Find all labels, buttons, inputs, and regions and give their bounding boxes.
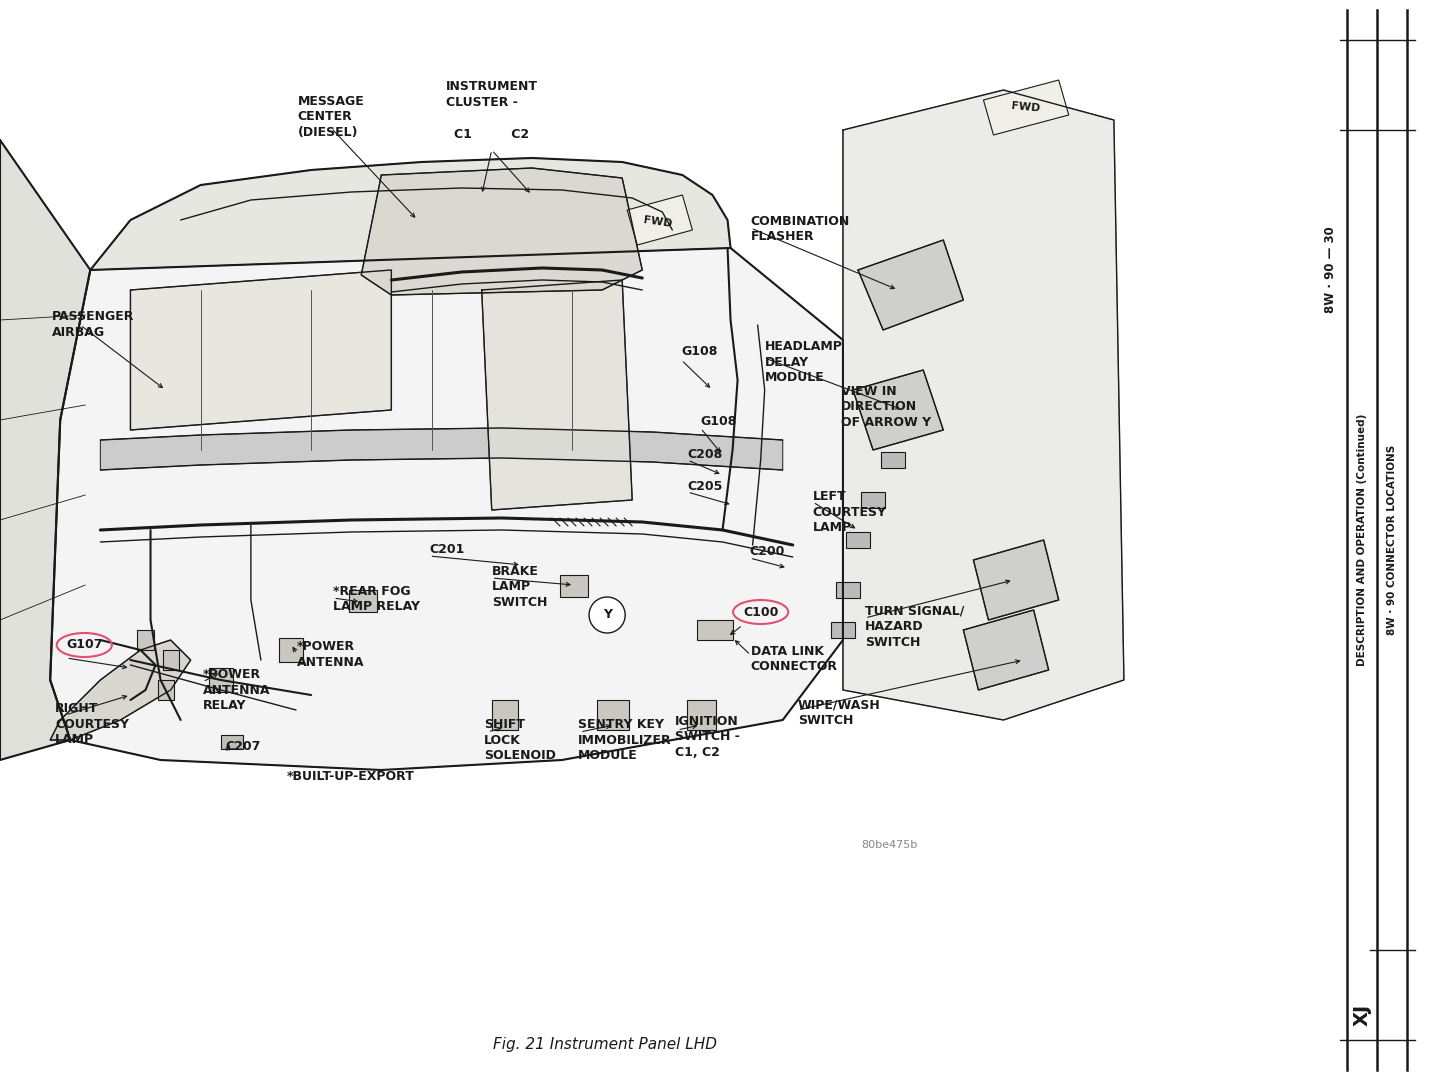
- Bar: [882, 453, 905, 468]
- Polygon shape: [362, 168, 642, 295]
- Text: BRAKE
LAMP
SWITCH: BRAKE LAMP SWITCH: [492, 565, 547, 609]
- Text: LEFT
COURTESY
LAMP: LEFT COURTESY LAMP: [813, 490, 887, 534]
- Bar: [830, 622, 855, 638]
- Text: FWD: FWD: [1010, 100, 1040, 113]
- Bar: [687, 700, 716, 730]
- Bar: [157, 680, 173, 700]
- Polygon shape: [963, 610, 1049, 690]
- Text: HEADLAMP
DELAY
MODULE: HEADLAMP DELAY MODULE: [765, 340, 843, 384]
- Text: PASSENGER
AIRBAG: PASSENGER AIRBAG: [53, 310, 134, 338]
- Bar: [560, 575, 589, 597]
- Bar: [697, 620, 733, 640]
- Bar: [279, 638, 303, 662]
- Polygon shape: [0, 140, 90, 760]
- Bar: [137, 630, 153, 650]
- Polygon shape: [100, 428, 783, 470]
- Text: C201: C201: [430, 543, 464, 556]
- Polygon shape: [857, 240, 963, 330]
- Text: DATA LINK
CONNECTOR: DATA LINK CONNECTOR: [750, 645, 837, 674]
- Polygon shape: [973, 540, 1059, 620]
- Circle shape: [589, 597, 624, 633]
- Bar: [862, 492, 885, 508]
- Text: XJ: XJ: [1352, 1004, 1372, 1026]
- Text: COMBINATION
FLASHER: COMBINATION FLASHER: [750, 215, 850, 243]
- Bar: [163, 650, 179, 670]
- Text: 80be475b: 80be475b: [862, 840, 917, 850]
- Polygon shape: [50, 640, 190, 740]
- Text: FWD: FWD: [642, 215, 673, 229]
- Text: C100: C100: [743, 606, 779, 619]
- Text: G108: G108: [682, 345, 717, 357]
- Polygon shape: [853, 370, 943, 450]
- Text: Y: Y: [603, 608, 612, 621]
- Text: WIPE/WASH
SWITCH: WIPE/WASH SWITCH: [797, 698, 880, 727]
- Text: 8W · 90 — 30: 8W · 90 — 30: [1325, 227, 1338, 313]
- Bar: [846, 532, 870, 548]
- Bar: [349, 590, 377, 612]
- Polygon shape: [627, 195, 693, 245]
- Bar: [836, 582, 860, 598]
- Bar: [220, 735, 243, 750]
- Polygon shape: [130, 270, 392, 430]
- Text: C208: C208: [687, 448, 723, 461]
- Text: *POWER
ANTENNA: *POWER ANTENNA: [297, 640, 364, 669]
- Text: G107: G107: [66, 638, 103, 651]
- Text: INSTRUMENT
CLUSTER -: INSTRUMENT CLUSTER -: [446, 80, 537, 108]
- Bar: [597, 700, 629, 730]
- Text: G108: G108: [700, 415, 737, 428]
- Text: IGNITION
SWITCH -
C1, C2: IGNITION SWITCH - C1, C2: [676, 715, 740, 759]
- Text: TURN SIGNAL/
HAZARD
SWITCH: TURN SIGNAL/ HAZARD SWITCH: [865, 605, 965, 649]
- Text: *POWER
ANTENNA
RELAY: *POWER ANTENNA RELAY: [203, 669, 270, 712]
- Text: C1         C2: C1 C2: [454, 129, 529, 141]
- Text: 8W · 90 CONNECTOR LOCATIONS: 8W · 90 CONNECTOR LOCATIONS: [1388, 445, 1398, 635]
- Text: SENTRY KEY
IMMOBILIZER
MODULE: SENTRY KEY IMMOBILIZER MODULE: [577, 718, 672, 762]
- Text: *BUILT-UP-EXPORT: *BUILT-UP-EXPORT: [287, 770, 414, 783]
- Text: DESCRIPTION AND OPERATION (Continued): DESCRIPTION AND OPERATION (Continued): [1356, 414, 1366, 666]
- Text: C207: C207: [226, 740, 262, 753]
- Polygon shape: [482, 280, 632, 510]
- Text: C205: C205: [687, 480, 723, 492]
- Text: Fig. 21 Instrument Panel LHD: Fig. 21 Instrument Panel LHD: [493, 1038, 717, 1053]
- Bar: [209, 669, 233, 692]
- Polygon shape: [90, 158, 730, 270]
- Polygon shape: [843, 90, 1125, 720]
- Text: MESSAGE
CENTER
(DIESEL): MESSAGE CENTER (DIESEL): [297, 95, 364, 139]
- Bar: [492, 700, 517, 730]
- Polygon shape: [983, 80, 1069, 135]
- Text: *REAR FOG
LAMP RELAY: *REAR FOG LAMP RELAY: [333, 585, 420, 613]
- Text: SHIFT
LOCK
SOLENOID: SHIFT LOCK SOLENOID: [483, 718, 556, 762]
- Text: RIGHT
COURTESY
LAMP: RIGHT COURTESY LAMP: [56, 702, 129, 746]
- Text: VIEW IN
DIRECTION
OF ARROW Y: VIEW IN DIRECTION OF ARROW Y: [840, 384, 932, 429]
- Text: C200: C200: [750, 545, 785, 558]
- Polygon shape: [50, 248, 843, 770]
